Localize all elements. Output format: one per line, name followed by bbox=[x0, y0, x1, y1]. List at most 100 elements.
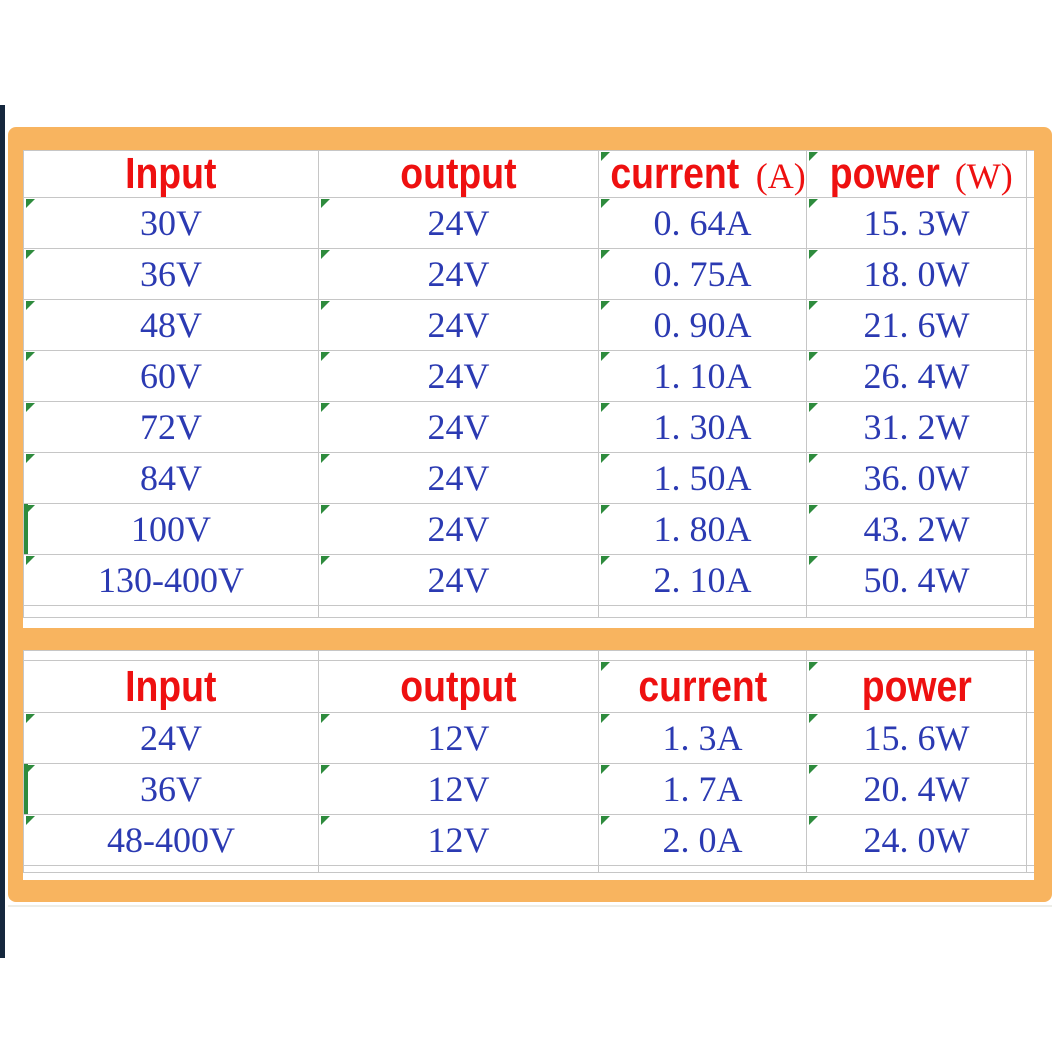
cell-value: 72V bbox=[140, 407, 202, 447]
cell-output: 24V bbox=[318, 554, 599, 606]
cell-value: 24V bbox=[427, 560, 490, 600]
spacer-cell bbox=[598, 865, 807, 873]
header-label: output bbox=[400, 661, 517, 711]
cell-value: 1. 80A bbox=[653, 509, 752, 549]
spacer-cell bbox=[1026, 350, 1034, 402]
cell-current: 0. 90A bbox=[598, 299, 807, 351]
comment-marker-icon bbox=[601, 199, 610, 208]
cell-value: 24V bbox=[427, 356, 490, 396]
comment-marker-icon bbox=[601, 816, 610, 825]
comment-marker-icon bbox=[26, 714, 35, 723]
table-row: 84V 24V 1. 50A 36. 0W bbox=[23, 452, 1034, 504]
cell-value: 18. 0W bbox=[863, 254, 970, 294]
table-row: 72V 24V 1. 30A 31. 2W bbox=[23, 401, 1034, 453]
comment-marker-icon bbox=[809, 152, 818, 161]
comment-marker-icon bbox=[26, 352, 35, 361]
comment-marker-icon bbox=[321, 403, 330, 412]
cell-value: 31. 2W bbox=[863, 407, 970, 447]
cell-value: 1. 7A bbox=[662, 769, 743, 809]
header-label: current bbox=[610, 150, 740, 198]
comment-marker-icon bbox=[601, 556, 610, 565]
spacer-cell bbox=[1026, 865, 1034, 873]
header-current: current bbox=[598, 660, 807, 713]
header-label: current bbox=[638, 661, 767, 711]
cell-current: 1. 50A bbox=[598, 452, 807, 504]
cell-value: 0. 75A bbox=[653, 254, 752, 294]
comment-marker-icon bbox=[26, 301, 35, 310]
comment-marker-icon bbox=[809, 301, 818, 310]
cell-current: 1. 30A bbox=[598, 401, 807, 453]
spacer-cell bbox=[1026, 197, 1034, 249]
spacer-cell bbox=[1026, 503, 1034, 555]
table-row: 30V 24V 0. 64A 15. 3W bbox=[23, 197, 1034, 249]
cell-value: 48V bbox=[140, 305, 202, 345]
spacer-cell bbox=[1026, 712, 1034, 764]
cell-input: 36V bbox=[23, 248, 319, 300]
comment-marker-icon bbox=[809, 765, 818, 774]
cell-value: 15. 3W bbox=[863, 203, 970, 243]
comment-marker-icon bbox=[26, 816, 35, 825]
table2-header-row: Input output current power bbox=[23, 660, 1034, 713]
comment-marker-icon bbox=[601, 714, 610, 723]
spacer-cell bbox=[806, 650, 1027, 661]
comment-marker-icon bbox=[26, 454, 35, 463]
comment-marker-icon bbox=[601, 505, 610, 514]
comment-marker-icon bbox=[809, 352, 818, 361]
spacer-cell bbox=[1026, 452, 1034, 504]
comment-marker-icon bbox=[601, 454, 610, 463]
cell-input: 48V bbox=[23, 299, 319, 351]
cell-input: 36V bbox=[23, 763, 319, 815]
comment-marker-icon bbox=[809, 714, 818, 723]
comment-marker-icon bbox=[321, 454, 330, 463]
header-label: power bbox=[861, 661, 972, 711]
spacer-cell bbox=[23, 605, 319, 618]
comment-marker-icon bbox=[26, 403, 35, 412]
spacer-cell bbox=[1026, 605, 1034, 618]
header-label: power bbox=[829, 150, 941, 198]
cell-power: 15. 6W bbox=[806, 712, 1027, 764]
comment-marker-icon bbox=[809, 403, 818, 412]
header-unit: (W) bbox=[954, 155, 1013, 196]
spacer-cell bbox=[318, 605, 599, 618]
table-row: 130-400V 24V 2. 10A 50. 4W bbox=[23, 554, 1034, 606]
cell-power: 20. 4W bbox=[806, 763, 1027, 815]
left-accent-strip bbox=[0, 105, 5, 958]
cell-value: 20. 4W bbox=[863, 769, 970, 809]
filler-row bbox=[23, 650, 1034, 661]
comment-marker-icon bbox=[321, 250, 330, 259]
spacer-cell bbox=[1026, 401, 1034, 453]
header-label: Input bbox=[125, 661, 217, 711]
cell-input: 60V bbox=[23, 350, 319, 402]
spacer-cell bbox=[1026, 299, 1034, 351]
cell-power: 36. 0W bbox=[806, 452, 1027, 504]
cell-value: 2. 0A bbox=[662, 820, 743, 860]
cell-value: 50. 4W bbox=[863, 560, 970, 600]
header-power: power (W) bbox=[806, 150, 1027, 198]
cell-value: 21. 6W bbox=[863, 305, 970, 345]
cell-power: 43. 2W bbox=[806, 503, 1027, 555]
comment-marker-icon bbox=[321, 301, 330, 310]
cell-value: 48-400V bbox=[107, 820, 235, 860]
table-12v-panel: Input output current power 24V 12V 1. 3A… bbox=[23, 650, 1034, 880]
table-row: 48V 24V 0. 90A 21. 6W bbox=[23, 299, 1034, 351]
comment-marker-icon bbox=[321, 556, 330, 565]
comment-marker-icon bbox=[26, 250, 35, 259]
cell-output: 12V bbox=[318, 763, 599, 815]
comment-marker-icon bbox=[321, 199, 330, 208]
cell-current: 1. 7A bbox=[598, 763, 807, 815]
spacer-cell bbox=[318, 865, 599, 873]
cell-current: 0. 64A bbox=[598, 197, 807, 249]
spacer-cell bbox=[806, 605, 1027, 618]
cell-input: 72V bbox=[23, 401, 319, 453]
comment-marker-icon bbox=[26, 505, 35, 514]
cell-current: 0. 75A bbox=[598, 248, 807, 300]
cell-value: 24V bbox=[427, 458, 490, 498]
header-output: output bbox=[318, 660, 599, 713]
table1-header-row: Input output current (A) power (W) bbox=[23, 150, 1034, 198]
comment-marker-icon bbox=[601, 250, 610, 259]
cell-value: 24V bbox=[427, 203, 490, 243]
cell-value: 24. 0W bbox=[863, 820, 970, 860]
spacer-cell bbox=[1026, 150, 1034, 198]
comment-marker-icon bbox=[601, 152, 610, 161]
table-row: 60V 24V 1. 10A 26. 4W bbox=[23, 350, 1034, 402]
